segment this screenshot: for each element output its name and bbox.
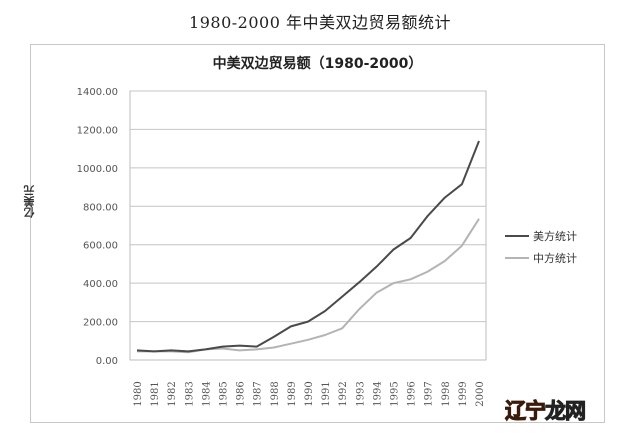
y-tick-label: 0.00 bbox=[96, 356, 118, 367]
y-tick-label: 600.00 bbox=[83, 241, 118, 252]
y-tick-label: 1200.00 bbox=[77, 125, 118, 136]
legend-swatch-us bbox=[505, 235, 529, 237]
watermark-logo: 辽宁龙网 bbox=[505, 395, 587, 425]
y-tick-label: 1000.00 bbox=[77, 164, 118, 175]
chart-legend: 美方统计 中方统计 bbox=[505, 225, 577, 269]
watermark-part1: 辽宁 bbox=[505, 399, 547, 424]
y-tick-label: 1400.00 bbox=[77, 87, 118, 98]
legend-label-cn: 中方统计 bbox=[533, 252, 577, 265]
y-tick-label: 200.00 bbox=[83, 318, 118, 329]
legend-swatch-cn bbox=[505, 257, 529, 259]
x-tick-label: 1991 bbox=[321, 381, 332, 406]
x-tick-label: 1996 bbox=[407, 381, 418, 406]
watermark-part2: 龙网 bbox=[545, 399, 587, 424]
x-tick-label: 1990 bbox=[304, 381, 315, 406]
legend-item-cn: 中方统计 bbox=[505, 247, 577, 269]
plot-area bbox=[129, 90, 487, 361]
x-tick-label: 1995 bbox=[390, 381, 401, 406]
legend-item-us: 美方统计 bbox=[505, 225, 577, 247]
x-tick-label: 1981 bbox=[150, 381, 161, 406]
x-tick-label: 1992 bbox=[338, 381, 349, 406]
series-line bbox=[136, 140, 480, 353]
page-title: 1980-2000 年中美双边贸易额统计 bbox=[189, 13, 451, 32]
x-tick-label: 1998 bbox=[441, 381, 452, 406]
x-tick-label: 1982 bbox=[167, 381, 178, 406]
y-tick-label: 800.00 bbox=[83, 202, 118, 213]
y-tick-label: 400.00 bbox=[83, 279, 118, 290]
x-tick-label: 1994 bbox=[372, 381, 383, 406]
x-tick-label: 1993 bbox=[355, 381, 366, 406]
x-tick-label: 1985 bbox=[219, 381, 230, 406]
x-tick-label: 2000 bbox=[475, 381, 486, 406]
x-tick-label: 1986 bbox=[236, 381, 247, 406]
x-tick-label: 1988 bbox=[270, 381, 281, 406]
legend-label-us: 美方统计 bbox=[533, 230, 577, 243]
x-tick-label: 1987 bbox=[253, 381, 264, 406]
series-line bbox=[137, 218, 480, 354]
x-tick-label: 1984 bbox=[201, 381, 212, 406]
x-tick-label: 1983 bbox=[184, 381, 195, 406]
y-axis-label: 亿美元 bbox=[23, 185, 36, 218]
chart-title: 中美双边贸易额（1980-2000） bbox=[212, 56, 423, 72]
x-tick-label: 1997 bbox=[424, 381, 435, 406]
x-tick-label: 1999 bbox=[458, 381, 469, 406]
x-tick-label: 1980 bbox=[133, 381, 144, 406]
x-tick-label: 1989 bbox=[287, 381, 298, 406]
